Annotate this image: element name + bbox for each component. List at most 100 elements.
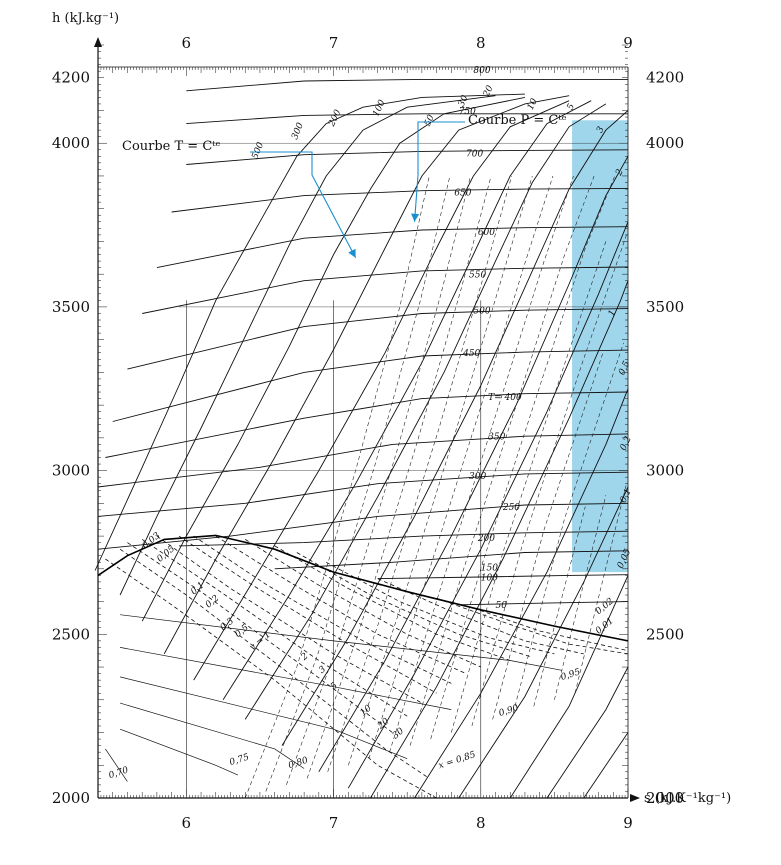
isochore-label: 0,1 [189,580,206,597]
y-tick-label-left: 4000 [52,134,90,152]
y-tick-label-left: 3000 [52,462,90,480]
isochore-line-dashed [265,175,451,792]
annotation-leader [250,151,357,259]
isochore-line-dashed [286,175,471,786]
y-tick-label-right: 2500 [646,625,684,643]
isotherm-line [377,574,629,580]
isobar-label: 300 [290,121,306,141]
isotherm-line [156,226,629,269]
isotherm-label: 450 [462,349,480,359]
annotation-leader [413,121,465,222]
isochore-line-dashed [554,495,607,700]
y-tick-label-right: 3500 [646,298,684,316]
isochore-line [105,558,437,799]
isotherm-label: 700 [466,149,483,159]
isotherm-line [112,349,629,422]
isotherm-label: 350 [488,433,505,443]
isochore-line [127,542,393,733]
quality-label: 0,75 [228,752,250,768]
isochore-label: 2 [299,651,311,663]
isochore-line-dashed [368,175,554,759]
isobar-line [244,103,607,720]
isochore-line-dashed [389,175,574,753]
isotherm-label: 650 [454,189,471,199]
x-tick-label-top: 7 [329,34,339,52]
isobar-label: 2 [614,168,626,179]
isotherm-line [186,78,628,92]
chart-curves [94,78,629,799]
isobar-label: 20 [481,84,495,100]
isotherm-label: 100 [481,573,498,583]
quality-line [120,614,562,671]
isochore-label: v = 1 [248,630,273,653]
isobar-line [119,95,496,596]
isobar-line [222,100,592,701]
isochore-line-dashed [533,506,586,707]
axis-ticks [97,44,629,799]
isochore-line [156,535,423,704]
isotherm-label: 50 [496,601,508,611]
x-tick-label-top: 9 [623,34,633,52]
x-tick-label-bottom: 8 [476,814,486,832]
isochore-line [119,548,430,779]
isobar-label: 5 [566,102,578,112]
isochore-line-dashed [348,175,533,766]
isochore-line-dashed [327,175,512,772]
isochore-line [436,597,629,655]
isotherm-line [171,187,629,213]
isotherm-line [127,308,629,370]
isochore-label: 0,5 [233,623,251,640]
quality-line [120,702,305,769]
isochore-label: 0,01 [594,616,616,637]
isotherm-label: 250 [502,503,520,513]
isobar-label: 3 [595,125,607,135]
isobar-line [281,110,629,746]
x-tick-label-bottom: 6 [182,814,192,832]
isobar-line [458,486,629,799]
isochore-line-dashed [451,241,607,733]
isotherm-label: 800 [473,66,490,76]
isochore-line-dashed [430,175,616,740]
x-tick-label-bottom: 7 [329,814,339,832]
isotherm-line [274,550,629,570]
y-axis-title: h (kJ.kg⁻¹) [52,11,119,26]
isotherm-line [186,149,629,165]
isochore-line-dashed [244,175,430,799]
quality-label: 0,70 [108,765,130,781]
isobar-line [583,732,629,799]
isochore-line [215,535,467,674]
isobar-label: 100 [371,98,387,118]
isochore-line [274,545,511,661]
isochore-label: 0,2 [204,593,222,610]
x-axis-title: s (kJ.K⁻¹kg⁻¹) [644,791,731,806]
isobar-line [347,221,629,789]
isotherm-label: 300 [469,472,486,482]
y-tick-label-left: 2000 [52,789,90,807]
isochore-line-dashed [409,175,595,746]
isotherm-label: 150 [481,563,498,573]
isochore-label: 0,02 [594,596,616,617]
isochore-line-dashed [492,352,604,720]
isotherm-label: 500 [473,306,490,316]
isobar-line [163,95,570,655]
isochore-label: 5 [329,681,340,693]
quality-label: 0,95 [560,667,582,683]
isobar-line [370,280,629,799]
annotation-arrowhead [411,213,420,222]
annotation-text: Courbe P = Cᵗᵉ [468,113,567,128]
isobar-line [141,96,525,622]
isobar-line [193,100,570,681]
isochore-line-dashed [512,342,624,713]
isochore-label: 10 [359,703,374,718]
y-tick-label-left: 4200 [52,69,90,87]
x-tick-label-top: 8 [476,34,486,52]
isobar-label: 10 [526,97,540,112]
x-axis-arrow [630,794,640,802]
isotherm-label: 750 [459,107,476,117]
isotherm-line [186,113,628,125]
y-tick-label-right: 3000 [646,462,684,480]
isobar-label: 30 [457,94,471,109]
isobar-line [414,388,629,799]
